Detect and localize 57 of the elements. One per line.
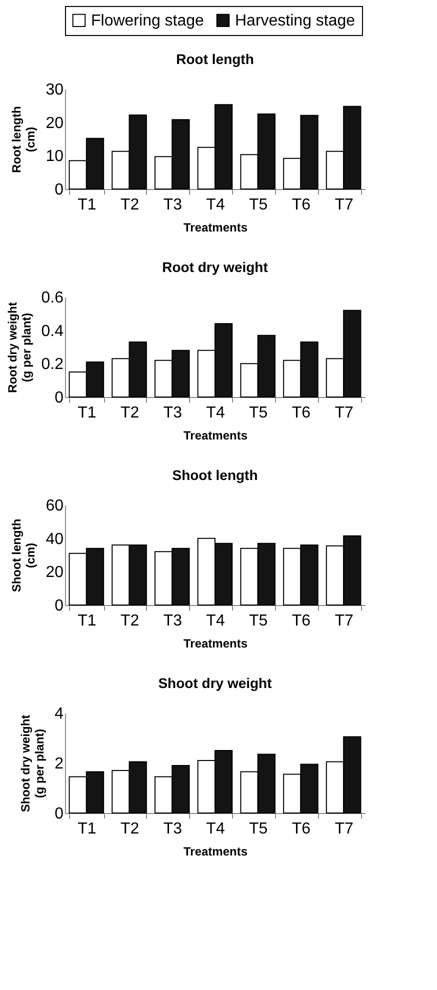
x-tick-label: T1 — [78, 612, 96, 630]
y-tick-label: 20 — [46, 564, 64, 582]
x-tick-label: T7 — [334, 820, 354, 838]
x-axis-title: Treatments — [183, 844, 248, 858]
x-tick-label: T3 — [163, 196, 182, 214]
x-tick-label: T2 — [120, 820, 140, 838]
chart-title: Root dry weight — [162, 259, 268, 275]
x-tick-label: T6 — [292, 612, 311, 630]
y-tick-label: 0.2 — [41, 356, 64, 374]
y-axis-title: Shoot dry weight (g per plant) — [18, 714, 47, 812]
x-tick-label: T3 — [163, 404, 182, 422]
x-tick-label: T2 — [120, 196, 140, 214]
y-axis-title: Root dry weight (g per plant) — [5, 302, 34, 393]
x-tick-label: T7 — [334, 196, 354, 214]
y-tick-label: 2 — [54, 756, 64, 772]
legend-label: Harvesting stage — [235, 12, 356, 30]
y-tick-label: 0.6 — [41, 290, 64, 306]
x-tick-label: T1 — [78, 404, 96, 422]
y-axis-title: Root length (cm) — [10, 106, 38, 173]
y-tick-label: 0 — [54, 390, 64, 406]
x-tick-label: T6 — [292, 196, 311, 214]
x-tick-label: T6 — [292, 404, 311, 422]
x-axis-title: Treatments — [183, 636, 248, 650]
x-tick-label: T6 — [292, 820, 311, 838]
y-tick-label: 30 — [46, 82, 64, 98]
x-tick-label: T2 — [120, 404, 140, 422]
x-tick-label: T2 — [120, 612, 140, 630]
chart-title: Shoot length — [172, 467, 258, 483]
x-tick-label: T4 — [206, 820, 225, 838]
x-tick-label: T1 — [78, 196, 96, 214]
x-tick-label: T4 — [206, 612, 225, 630]
x-tick-label: T5 — [249, 612, 268, 630]
y-tick-label: 0 — [54, 182, 64, 198]
y-tick-label: 60 — [46, 498, 64, 514]
x-tick-label: T5 — [249, 404, 268, 422]
y-tick-label: 10 — [46, 148, 64, 166]
x-tick-label: T5 — [249, 820, 268, 838]
y-tick-label: 0.4 — [41, 322, 64, 340]
x-tick-label: T4 — [206, 196, 225, 214]
x-tick-label: T7 — [334, 404, 354, 422]
chart-title: Shoot dry weight — [158, 675, 272, 691]
chart-title: Root length — [176, 51, 254, 67]
legend-label: Flowering stage — [91, 12, 204, 30]
x-tick-label: T4 — [206, 404, 225, 422]
x-axis-title: Treatments — [183, 428, 248, 442]
x-tick-label: T1 — [78, 820, 96, 838]
y-tick-label: 4 — [54, 706, 64, 722]
y-tick-label: 20 — [46, 114, 64, 132]
x-tick-label: T3 — [163, 820, 182, 838]
y-tick-label: 0 — [54, 806, 64, 822]
x-tick-label: T5 — [249, 196, 268, 214]
y-tick-label: 0 — [54, 598, 64, 614]
y-axis-title: Shoot length (cm) — [10, 518, 38, 592]
x-axis-title: Treatments — [183, 220, 248, 234]
x-tick-label: T3 — [163, 612, 182, 630]
x-tick-label: T7 — [334, 612, 354, 630]
y-tick-label: 40 — [46, 530, 64, 548]
